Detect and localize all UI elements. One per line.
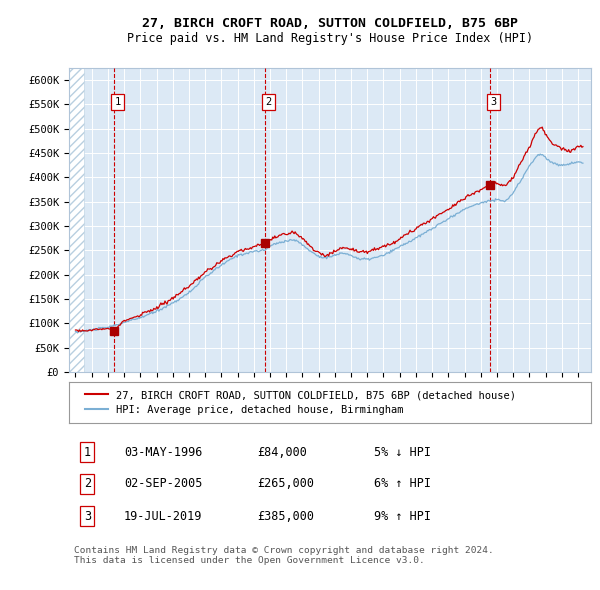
Text: 9% ↑ HPI: 9% ↑ HPI	[374, 510, 431, 523]
Text: 2: 2	[84, 477, 91, 490]
Text: 02-SEP-2005: 02-SEP-2005	[124, 477, 202, 490]
Text: 27, BIRCH CROFT ROAD, SUTTON COLDFIELD, B75 6BP: 27, BIRCH CROFT ROAD, SUTTON COLDFIELD, …	[142, 17, 518, 30]
Text: 19-JUL-2019: 19-JUL-2019	[124, 510, 202, 523]
Text: 6% ↑ HPI: 6% ↑ HPI	[374, 477, 431, 490]
Polygon shape	[69, 68, 83, 372]
Text: £265,000: £265,000	[257, 477, 314, 490]
Text: 3: 3	[490, 97, 497, 107]
Text: Contains HM Land Registry data © Crown copyright and database right 2024.
This d: Contains HM Land Registry data © Crown c…	[74, 546, 494, 565]
Text: 1: 1	[84, 445, 91, 458]
Text: 5% ↓ HPI: 5% ↓ HPI	[374, 445, 431, 458]
Text: £84,000: £84,000	[257, 445, 307, 458]
Text: Price paid vs. HM Land Registry's House Price Index (HPI): Price paid vs. HM Land Registry's House …	[127, 32, 533, 45]
Text: 3: 3	[84, 510, 91, 523]
Legend: 27, BIRCH CROFT ROAD, SUTTON COLDFIELD, B75 6BP (detached house), HPI: Average p: 27, BIRCH CROFT ROAD, SUTTON COLDFIELD, …	[79, 385, 521, 420]
Text: 03-MAY-1996: 03-MAY-1996	[124, 445, 202, 458]
Text: 2: 2	[266, 97, 272, 107]
Text: £385,000: £385,000	[257, 510, 314, 523]
Text: 1: 1	[115, 97, 121, 107]
